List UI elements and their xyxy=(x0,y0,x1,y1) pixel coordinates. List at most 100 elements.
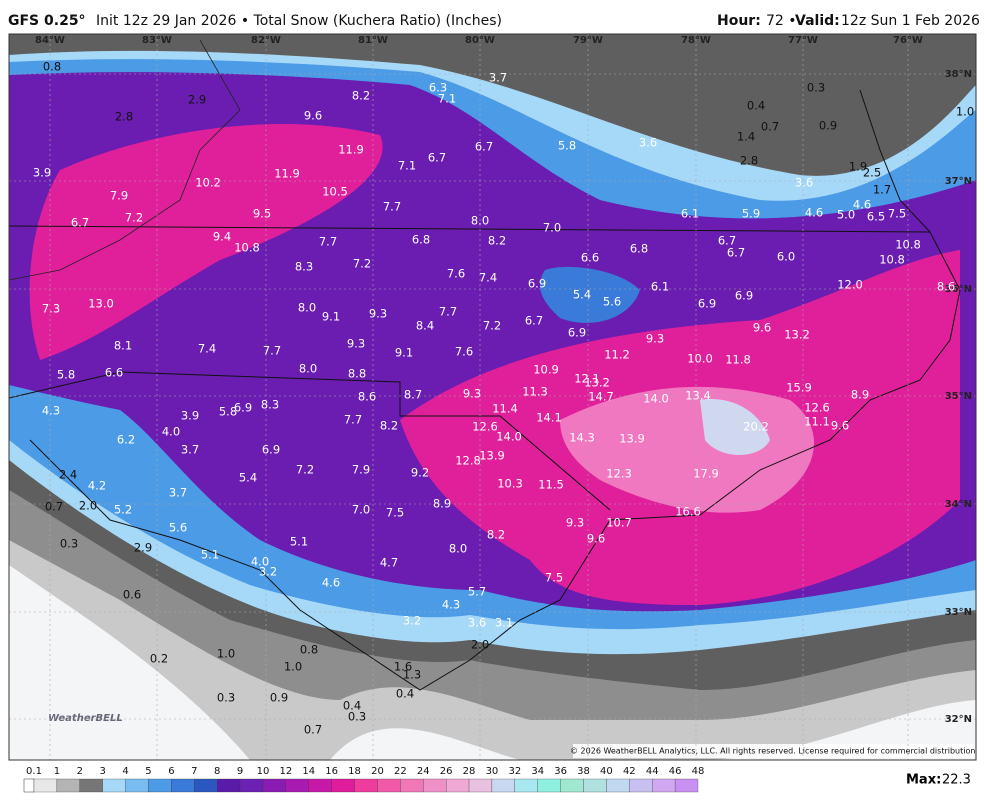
colorbar-swatch xyxy=(606,778,630,793)
snow-total-label: 7.2 xyxy=(353,257,371,271)
colorbar-swatch xyxy=(194,778,218,793)
snow-total-label: 3.2 xyxy=(403,614,421,628)
valid: 12z Sun 1 Feb 2026 xyxy=(841,13,980,29)
snow-total-label: 5.6 xyxy=(169,521,187,535)
copyright: © 2026 WeatherBELL Analytics, LLC. All r… xyxy=(570,747,978,756)
snow-total-label: 9.6 xyxy=(304,109,322,123)
snow-total-label: 6.1 xyxy=(651,280,669,294)
snow-total-label: 6.9 xyxy=(262,443,280,457)
snow-total-label: 12.1 xyxy=(574,372,600,386)
map-frame xyxy=(8,33,977,761)
colorbar-label: 40 xyxy=(600,766,613,777)
snow-total-label: 0.7 xyxy=(304,723,322,737)
snow-total-label: 10.8 xyxy=(895,238,921,252)
snow-total-label: 14.0 xyxy=(643,392,669,406)
snow-total-label: 17.9 xyxy=(693,467,719,481)
snow-total-label: 11.8 xyxy=(725,353,751,367)
snow-total-label: 3.7 xyxy=(181,443,199,457)
snow-total-label: 5.6 xyxy=(603,295,621,309)
colorbar-swatch xyxy=(56,778,80,793)
snow-total-label: 11.2 xyxy=(604,348,630,362)
snow-total-label: 2.4 xyxy=(59,468,77,482)
snow-total-label: 6.9 xyxy=(698,297,716,311)
colorbar-swatch xyxy=(331,778,355,793)
snow-total-label: 6.5 xyxy=(867,210,885,224)
snow-total-label: 6.1 xyxy=(681,207,699,221)
snow-total-label: 9.1 xyxy=(395,346,413,360)
snow-total-label: 3.7 xyxy=(489,71,507,85)
snow-total-label: 1.0 xyxy=(217,647,235,661)
max-label: Max: xyxy=(906,773,941,788)
latitude-label: 32°N xyxy=(945,714,972,725)
colorbar-swatch xyxy=(652,778,676,793)
snow-total-label: 7.4 xyxy=(198,342,216,356)
colorbar-swatch xyxy=(445,778,470,793)
colorbar-label: 14 xyxy=(302,766,315,777)
snow-total-label: 4.2 xyxy=(88,479,106,493)
snow-total-label: 1.0 xyxy=(284,660,302,674)
snow-total-label: 2.8 xyxy=(740,154,758,168)
snow-total-label: 9.3 xyxy=(646,332,664,346)
snow-total-label: 6.3 xyxy=(429,81,447,95)
snow-total-label: 8.0 xyxy=(299,362,317,376)
colorbar-label: 16 xyxy=(325,766,338,777)
snow-total-label: 7.0 xyxy=(543,221,561,235)
snow-total-label: 5.4 xyxy=(573,288,591,302)
snow-total-label: 5.8 xyxy=(57,368,75,382)
colorbar-swatch xyxy=(308,778,332,793)
colorbar-label: 0.1 xyxy=(26,766,42,777)
snow-total-label: 12.8 xyxy=(455,454,481,468)
snow-total-label: 16.6 xyxy=(675,505,701,519)
colorbar-label: 36 xyxy=(554,766,567,777)
colorbar-swatch xyxy=(674,778,699,793)
snow-total-label: 10.9 xyxy=(533,363,559,377)
snow-total-label: 3.6 xyxy=(795,176,813,190)
snow-total-label: 13.2 xyxy=(584,376,610,390)
snow-total-label: 7.9 xyxy=(352,463,370,477)
snow-total-label: 7.7 xyxy=(263,344,281,358)
snow-total-label: 4.7 xyxy=(380,556,398,570)
snow-total-label: 7.0 xyxy=(352,503,370,517)
snow-total-label: 0.3 xyxy=(60,537,78,551)
snow-total-label: 6.9 xyxy=(234,401,252,415)
snow-total-label: 11.3 xyxy=(522,385,548,399)
latitude-label: 35°N xyxy=(945,391,972,402)
snow-total-label: 10.0 xyxy=(687,352,713,366)
snow-total-label: 6.8 xyxy=(630,242,648,256)
colorbar-swatch xyxy=(423,778,447,793)
snow-total-label: 5.1 xyxy=(201,548,219,562)
snow-total-label: 3.2 xyxy=(259,565,277,579)
colorbar-swatch xyxy=(514,778,538,793)
colorbar-label: 8 xyxy=(214,766,220,777)
snow-total-label: 6.9 xyxy=(735,289,753,303)
colorbar-label: 4 xyxy=(122,766,128,777)
snow-total-label: 2.0 xyxy=(471,638,489,652)
snow-total-label: 8.0 xyxy=(449,542,467,556)
snow-total-label: 8.9 xyxy=(851,388,869,402)
longitude-label: 76°W xyxy=(893,35,923,46)
snow-total-label: 9.3 xyxy=(347,337,365,351)
snow-total-label: 3.9 xyxy=(33,166,51,180)
latitude-label: 33°N xyxy=(945,607,972,618)
longitude-label: 77°W xyxy=(788,35,818,46)
snow-total-label: 7.5 xyxy=(386,506,404,520)
init-title: Init 12z 29 Jan 2026 • Total Snow (Kuche… xyxy=(96,13,502,29)
snow-total-label: 4.3 xyxy=(442,598,460,612)
snow-total-label: 7.5 xyxy=(545,571,563,585)
max-value: 22.3 xyxy=(942,773,971,788)
snow-total-label: 4.0 xyxy=(251,555,269,569)
colorbar-swatch xyxy=(102,778,126,793)
valid-label: Valid: xyxy=(795,13,840,29)
colorbar-swatch xyxy=(400,778,424,793)
snow-total-label: 8.2 xyxy=(488,234,506,248)
snow-total-label: 10.5 xyxy=(322,185,348,199)
snow-total-label: 5.2 xyxy=(114,503,132,517)
snow-total-label: 5.8 xyxy=(219,405,237,419)
snow-total-label: 10.8 xyxy=(879,253,905,267)
snow-total-label: 10.2 xyxy=(195,176,221,190)
snow-total-label: 8.7 xyxy=(404,388,422,402)
snow-total-label: 10.3 xyxy=(497,477,523,491)
colorbar-label: 7 xyxy=(191,766,197,777)
snow-total-label: 6.7 xyxy=(71,216,89,230)
snow-total-label: 14.3 xyxy=(569,431,595,445)
